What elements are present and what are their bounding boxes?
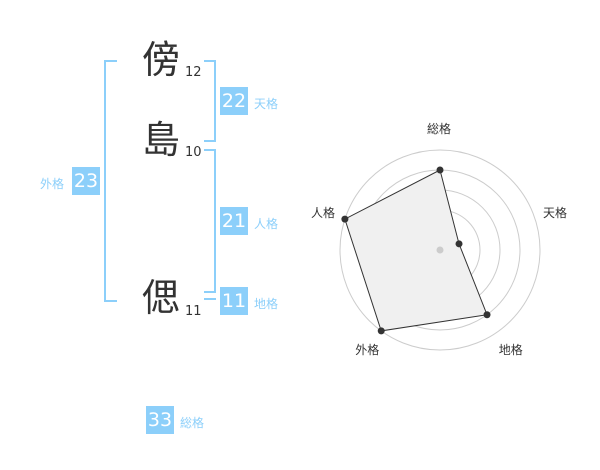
gaikaku-label: 外格 [40,177,65,191]
chikaku-label: 地格 [254,297,279,311]
radar-center [436,246,444,254]
jinkaku-bracket [204,149,216,293]
tenkaku-bracket [204,60,216,142]
radar-point [436,166,444,174]
gaikaku-bracket [104,60,117,302]
radar-point [341,215,349,223]
radar-axis-label: 外格 [355,342,380,357]
stroke-count-2: 10 [185,145,202,160]
stroke-count-3: 11 [185,304,202,319]
tenkaku-value: 22 [220,87,248,115]
name-char-2: 島 [142,118,181,162]
name-char-1: 傍 [142,38,181,82]
jinkaku-value: 21 [220,207,248,235]
jinkaku-label: 人格 [254,217,279,231]
radar-area [344,169,488,332]
soukaku-value: 33 [146,406,174,434]
chikaku-connector [204,298,216,300]
radar-axis-label: 地格 [498,342,523,357]
gaikaku-value: 23 [72,167,100,195]
chikaku-value: 11 [220,287,248,315]
radar-ring [339,149,541,351]
radar-axis-label: 総格 [427,122,452,136]
radar-axis-label: 人格 [310,206,335,221]
radar-point [455,240,463,248]
radar-axis-label: 天格 [543,206,568,221]
stroke-count-1: 12 [185,65,202,80]
name-char-3: 偲 [142,276,181,320]
soukaku-label: 総格 [180,416,205,430]
tenkaku-label: 天格 [254,97,279,111]
radar-point [483,311,491,319]
radar-point [377,327,385,335]
